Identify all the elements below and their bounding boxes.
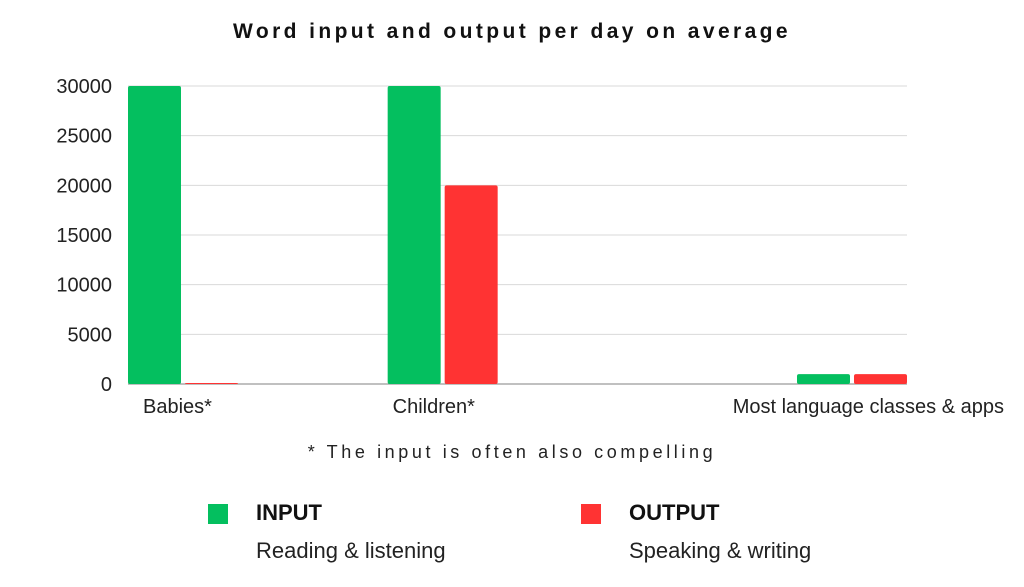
y-tick-label: 0 (101, 374, 112, 396)
legend-swatch-input (208, 504, 228, 524)
chart-title: Word input and output per day on average (233, 20, 791, 43)
y-tick-label: 15000 (56, 225, 112, 247)
legend-label-output: OUTPUT (629, 500, 720, 525)
bar-input (797, 374, 850, 384)
legend-description-input: Reading & listening (256, 538, 446, 563)
y-tick-label: 20000 (56, 175, 112, 197)
x-category-label: Most language classes & apps (733, 396, 1004, 418)
chart-footnote: * The input is often also compelling (307, 442, 717, 462)
legend-swatch-output (581, 504, 601, 524)
y-tick-label: 10000 (56, 275, 112, 297)
bar-input (128, 86, 181, 384)
y-tick-label: 30000 (56, 76, 112, 98)
y-tick-label: 25000 (56, 126, 112, 148)
legend-label-input: INPUT (256, 500, 322, 525)
y-tick-label: 5000 (68, 324, 113, 346)
legend-description-output: Speaking & writing (629, 538, 812, 563)
bar-input (387, 86, 441, 384)
bar-chart: 0 5000 10000 15000 20000 25000 30000 Babies* Chi… (56, 76, 1004, 418)
x-category-label: Babies* (143, 396, 212, 418)
bar-output (444, 185, 498, 384)
bar-output (854, 374, 907, 384)
bar-output (185, 383, 238, 384)
x-category-label: Children* (393, 396, 475, 418)
